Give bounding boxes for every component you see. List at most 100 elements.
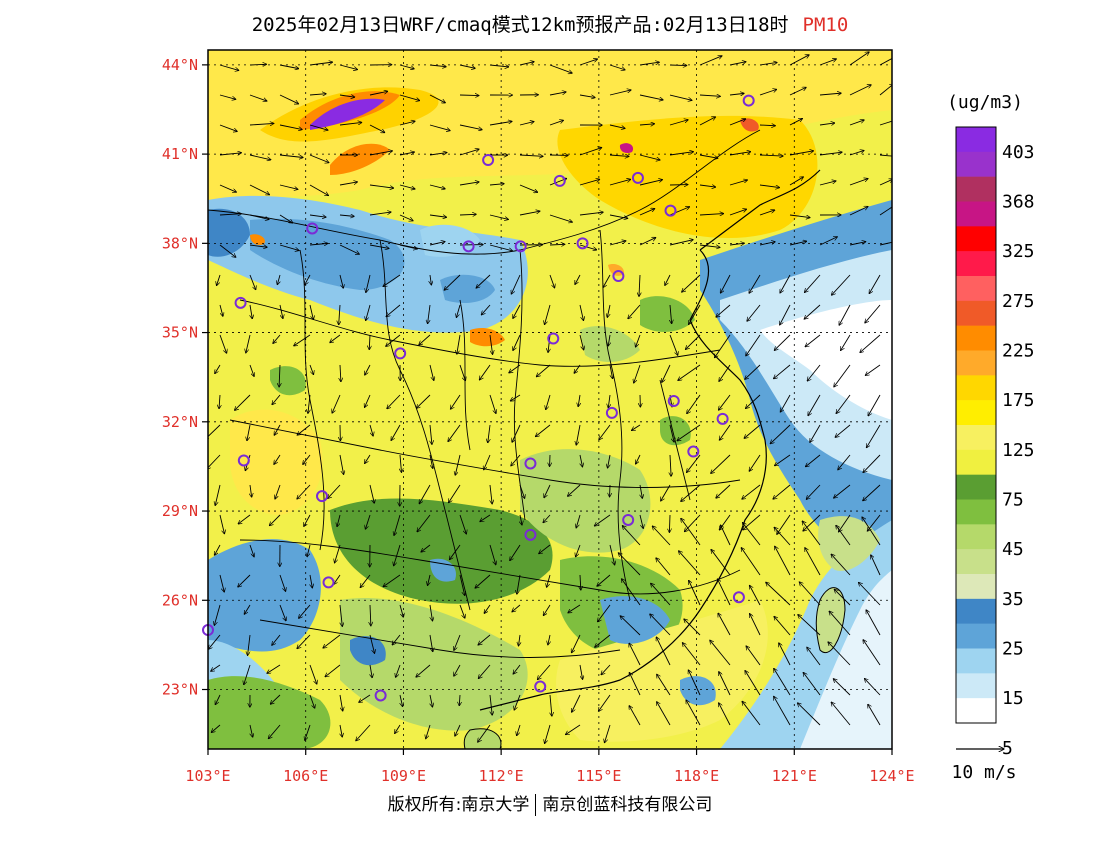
- wind-arrow: [770, 424, 791, 444]
- wind-arrow: [868, 394, 881, 416]
- wind-arrow: [665, 274, 671, 285]
- wind-arrow: [248, 634, 251, 655]
- wind-arrow: [806, 484, 821, 499]
- city-marker: [514, 240, 527, 253]
- wind-arrow: [455, 724, 461, 736]
- wind-arrow: [511, 454, 521, 466]
- colorbar-swatch: [956, 623, 996, 649]
- wind-arrow: [549, 244, 565, 245]
- wind-arrow: [214, 544, 221, 555]
- wind-arrow: [479, 364, 491, 380]
- wind-arrow: [386, 334, 401, 346]
- wind-arrow: [519, 484, 525, 498]
- wind-arrow: [274, 424, 281, 435]
- wind-arrow: [699, 214, 724, 215]
- wind-arrow: [369, 244, 389, 248]
- wind-arrow: [340, 364, 341, 382]
- wind-arrow: [369, 334, 370, 350]
- wind-arrow: [249, 544, 254, 557]
- wind-arrow: [391, 424, 401, 440]
- lon-tick-label: 106°E: [283, 767, 328, 785]
- city-marker: [732, 591, 745, 604]
- wind-arrow: [838, 454, 851, 470]
- wind-arrow: [699, 154, 718, 158]
- wind-arrow: [628, 304, 641, 319]
- lat-tick-label: 35°N: [162, 324, 198, 342]
- wind-arrow: [309, 243, 328, 245]
- wind-arrow: [669, 65, 687, 66]
- wind-arrow: [249, 274, 256, 290]
- city-marker: [553, 174, 566, 187]
- colorbar-label: 45: [1002, 539, 1024, 560]
- wind-arrow: [849, 120, 864, 126]
- colorbar-label: 25: [1002, 639, 1024, 660]
- wind-arrow: [595, 634, 611, 647]
- colorbar-unit: (ug/m3): [947, 92, 1023, 113]
- wind-arrow: [481, 304, 491, 315]
- wind-arrow: [579, 94, 595, 98]
- wind-arrow: [549, 64, 572, 73]
- wind-arrow: [719, 364, 731, 381]
- colorbar-swatch: [956, 425, 996, 451]
- wind-arrow: [417, 514, 431, 532]
- wind-arrow: [669, 207, 690, 216]
- wind-arrow: [609, 64, 625, 70]
- wind-arrow: [270, 694, 281, 704]
- wind-arrow: [634, 364, 641, 383]
- wind-arrow: [369, 184, 394, 188]
- wind-arrow: [219, 394, 220, 409]
- wind-arrow: [819, 181, 836, 186]
- title-text: 2025年02月13日WRF/cmaq模式12km预报产品:02月13日18时: [251, 14, 789, 36]
- wind-arrow: [370, 664, 372, 678]
- wind-arrow: [849, 179, 868, 186]
- wind-arrow: [571, 634, 581, 653]
- wind-arrow: [303, 454, 311, 464]
- copyright-owner-b: 南京创蓝科技有限公司: [542, 795, 713, 815]
- wind-arrow: [429, 124, 450, 131]
- wind-arrow: [328, 484, 341, 498]
- city-marker: [524, 528, 537, 541]
- wind-arrow: [687, 394, 701, 414]
- wind-arrow: [831, 274, 851, 295]
- wind-arrow: [215, 484, 221, 505]
- wind-arrow: [669, 94, 692, 100]
- wind-arrow: [609, 124, 625, 128]
- wind-arrow: [430, 424, 432, 444]
- colorbar-swatch: [956, 673, 996, 699]
- wind-arrow: [869, 274, 881, 294]
- wind-arrow: [831, 554, 851, 576]
- wind-arrow: [864, 679, 881, 696]
- wind-arrow: [448, 424, 461, 442]
- wind-arrow: [274, 454, 281, 464]
- city-marker: [687, 445, 700, 458]
- wind-arrow: [620, 616, 641, 636]
- wind-arrow: [609, 179, 631, 186]
- colorbar-swatch: [956, 400, 996, 426]
- wind-arrow: [475, 574, 491, 588]
- wind-arrow: [746, 394, 761, 408]
- colorbar-swatch: [956, 449, 996, 475]
- wind-arrow: [273, 334, 281, 343]
- wind-arrow: [576, 544, 581, 557]
- wind-arrow: [639, 62, 659, 66]
- wind-arrow: [807, 647, 821, 666]
- wind-arrow: [759, 125, 775, 126]
- wind-arrow: [304, 514, 311, 526]
- wind-arrow: [309, 184, 328, 195]
- colorbar-label: 75: [1002, 490, 1024, 511]
- wind-arrow: [657, 702, 671, 726]
- wind-arrow: [429, 94, 445, 103]
- wind-arrow: [219, 574, 224, 592]
- wind-arrow: [365, 364, 371, 375]
- wind-arrow: [297, 634, 311, 649]
- wind-arrow: [742, 701, 761, 726]
- wind-arrow: [720, 274, 731, 293]
- wind-arrow: [804, 274, 821, 292]
- wind-arrow: [309, 124, 328, 130]
- wind-arrow: [729, 62, 746, 66]
- wind-arrow: [399, 94, 420, 101]
- wind-arrow: [428, 574, 430, 586]
- wind-arrow: [879, 154, 892, 157]
- wind-arrow: [250, 484, 252, 497]
